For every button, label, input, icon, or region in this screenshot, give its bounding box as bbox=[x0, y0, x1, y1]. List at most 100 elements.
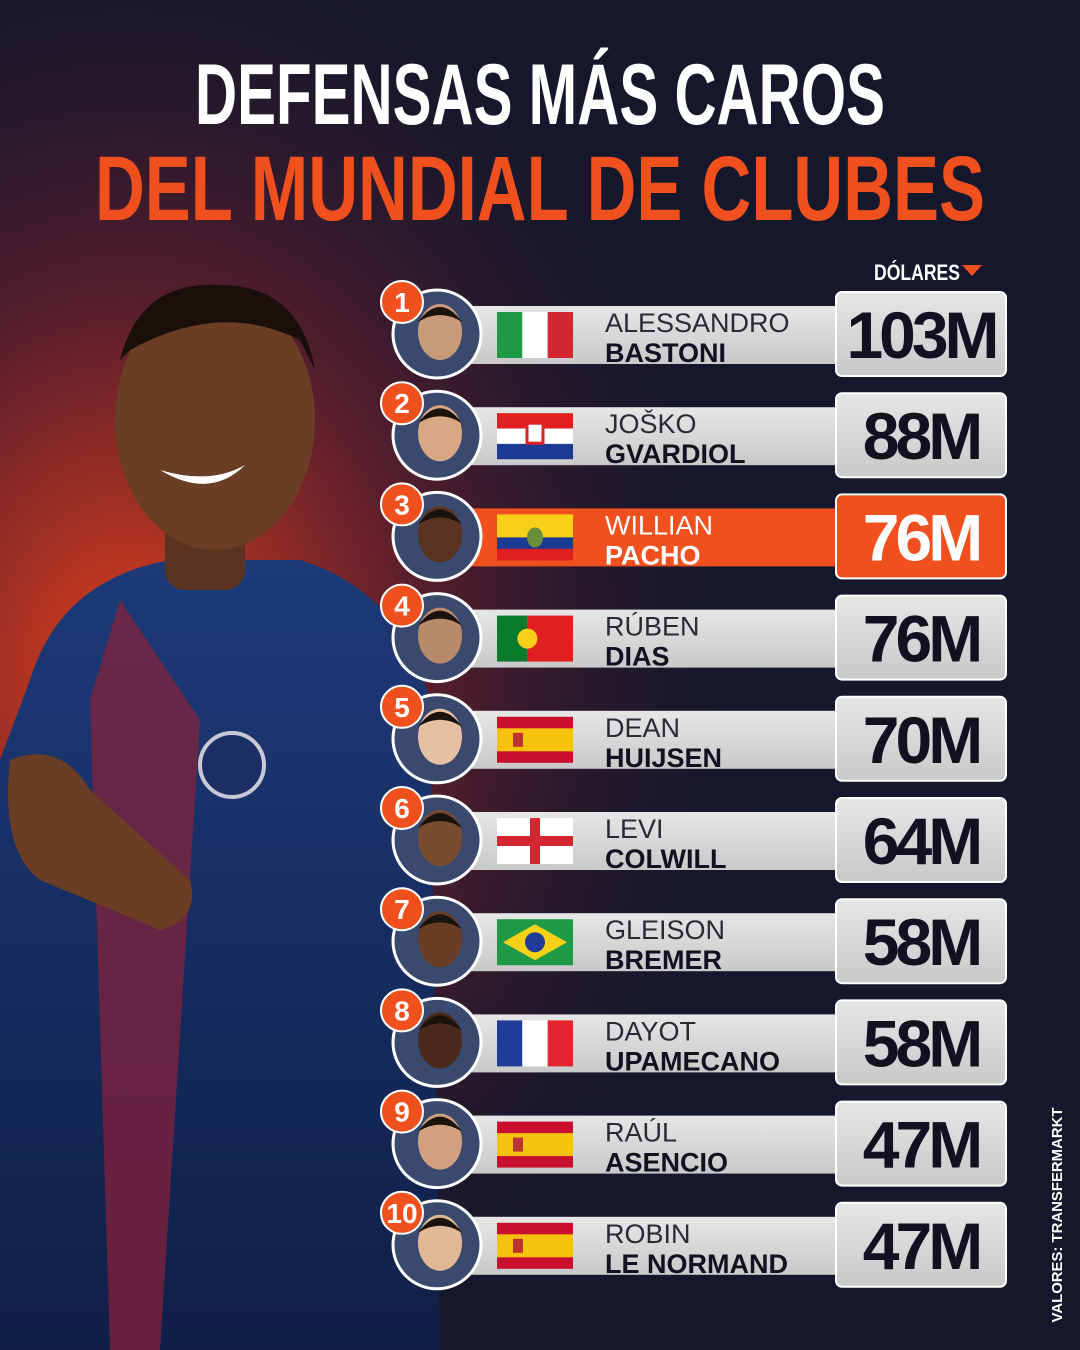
value-box bbox=[835, 797, 1007, 883]
player-hair bbox=[418, 509, 462, 525]
column-arrow bbox=[962, 265, 982, 276]
rank-number: 4 bbox=[394, 591, 410, 622]
player-face bbox=[418, 607, 462, 664]
rank-number: 2 bbox=[394, 388, 410, 419]
flag-part bbox=[513, 732, 523, 747]
flag-part bbox=[522, 312, 548, 358]
player-hair bbox=[418, 610, 462, 626]
rank-number: 10 bbox=[386, 1198, 417, 1229]
flag bbox=[497, 716, 573, 763]
first-name: RÚBEN bbox=[605, 611, 700, 642]
rank-badge bbox=[380, 786, 424, 830]
flag-part bbox=[522, 1020, 548, 1067]
player-illustration bbox=[0, 284, 440, 1350]
value-box bbox=[835, 1100, 1007, 1187]
value-box bbox=[835, 594, 1007, 681]
column-label: DÓLARES bbox=[874, 260, 960, 285]
rank-badge bbox=[380, 1089, 424, 1134]
rank-badge bbox=[380, 1190, 424, 1235]
value-box bbox=[835, 999, 1007, 1086]
player-face bbox=[418, 506, 462, 563]
player-face bbox=[418, 911, 462, 968]
rank-number: 5 bbox=[394, 692, 410, 723]
player-value: 47M bbox=[863, 1108, 979, 1182]
flag-part bbox=[497, 413, 573, 429]
last-name: PACHO bbox=[605, 540, 701, 570]
first-name: DAYOT bbox=[605, 1016, 696, 1046]
first-name: LEVI bbox=[605, 814, 664, 844]
source-note: VALORES: TRANSFERMARKT bbox=[1049, 1108, 1066, 1323]
value-box bbox=[835, 898, 1007, 985]
last-name: HUIJSEN bbox=[605, 743, 722, 773]
player-value: 88M bbox=[863, 399, 979, 473]
player-value: 103M bbox=[846, 298, 995, 372]
rank-badge bbox=[380, 482, 424, 527]
flag bbox=[497, 1020, 573, 1067]
rank-badge bbox=[380, 381, 424, 426]
player-face bbox=[418, 1113, 462, 1170]
first-name: RAÚL bbox=[605, 1117, 677, 1148]
rank-number: 7 bbox=[394, 894, 410, 925]
rank-badge bbox=[380, 280, 424, 324]
flag-part bbox=[497, 1020, 523, 1067]
rank-badge bbox=[380, 684, 424, 729]
player-hair bbox=[418, 408, 462, 424]
value-box bbox=[835, 291, 1007, 377]
last-name: UPAMECANO bbox=[605, 1046, 780, 1076]
flag-part bbox=[513, 1238, 523, 1253]
flag-part bbox=[497, 1234, 573, 1258]
player-value: 58M bbox=[863, 905, 979, 979]
title-line1: DEFENSAS MÁS CAROS bbox=[195, 47, 885, 143]
flag bbox=[497, 413, 573, 460]
flag-part bbox=[497, 1133, 573, 1157]
last-name: LE NORMAND bbox=[605, 1249, 788, 1279]
title-line2: DEL MUNDIAL DE CLUBES bbox=[95, 138, 985, 240]
flag-part bbox=[547, 1020, 573, 1067]
flag-part bbox=[517, 628, 538, 649]
first-name: ALESSANDRO bbox=[605, 308, 790, 338]
flag bbox=[497, 919, 573, 966]
last-name: ASENCIO bbox=[605, 1148, 728, 1178]
player-face bbox=[418, 405, 462, 462]
flag-part bbox=[547, 312, 573, 358]
rank-number: 9 bbox=[394, 1097, 410, 1128]
player-value: 76M bbox=[863, 500, 979, 574]
player-face bbox=[418, 1214, 462, 1271]
flag-part bbox=[525, 421, 545, 445]
flag-part bbox=[497, 836, 573, 846]
rank-badge bbox=[380, 583, 424, 628]
flag-part bbox=[527, 527, 543, 548]
last-name: BREMER bbox=[605, 945, 722, 975]
player-value: 70M bbox=[863, 703, 979, 777]
first-name: DEAN bbox=[605, 713, 680, 743]
value-box bbox=[835, 695, 1007, 782]
rank-number: 8 bbox=[394, 995, 410, 1026]
flag bbox=[497, 1121, 573, 1168]
last-name: GVARDIOL bbox=[605, 439, 746, 469]
player-face bbox=[418, 304, 462, 360]
player-hair bbox=[418, 914, 462, 930]
last-name: BASTONI bbox=[605, 338, 726, 368]
player-hair bbox=[418, 1015, 462, 1031]
flag bbox=[497, 312, 573, 358]
first-name: ROBIN bbox=[605, 1219, 691, 1249]
rank-number: 3 bbox=[394, 489, 410, 520]
last-name: COLWILL bbox=[605, 844, 726, 874]
first-name: GLEISON bbox=[605, 915, 725, 945]
value-box bbox=[835, 392, 1007, 479]
flag-part bbox=[497, 728, 573, 752]
rank-number: 1 bbox=[394, 287, 410, 318]
player-hair bbox=[418, 307, 462, 322]
player-hair bbox=[418, 1217, 462, 1233]
flag-part bbox=[525, 932, 545, 953]
flag bbox=[497, 1222, 573, 1269]
player-face bbox=[418, 1012, 462, 1069]
flag-part bbox=[497, 548, 573, 561]
